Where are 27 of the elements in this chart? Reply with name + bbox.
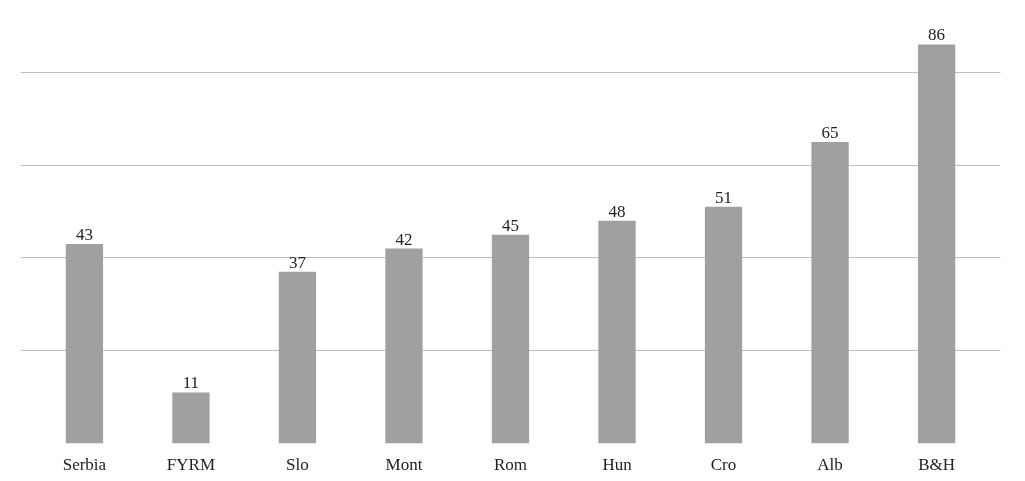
bar bbox=[385, 248, 423, 444]
data-label: 51 bbox=[715, 187, 733, 207]
x-tick-label: Cro bbox=[710, 454, 737, 474]
x-tick-label: Mont bbox=[385, 454, 423, 474]
data-label: 42 bbox=[395, 229, 413, 249]
x-tick-label: Rom bbox=[493, 454, 528, 474]
bar bbox=[65, 243, 104, 444]
data-label: 11 bbox=[182, 373, 200, 393]
x-tick-label: B&H bbox=[918, 454, 956, 474]
bar bbox=[704, 206, 743, 444]
x-tick-label: Alb bbox=[817, 454, 843, 474]
x-tick-label: Hun bbox=[602, 454, 633, 474]
data-label: 43 bbox=[75, 224, 93, 244]
data-label: 65 bbox=[821, 122, 839, 142]
data-label: 48 bbox=[608, 201, 626, 221]
x-tick-label: Serbia bbox=[62, 454, 107, 474]
bar bbox=[811, 141, 849, 444]
data-label: 45 bbox=[502, 215, 519, 235]
bar bbox=[917, 44, 956, 444]
data-label: 37 bbox=[288, 252, 307, 272]
bar bbox=[598, 220, 636, 444]
x-tick-label: FYRM bbox=[166, 454, 216, 474]
data-label: 86 bbox=[928, 25, 946, 45]
bar bbox=[491, 234, 530, 444]
x-tick-label: Slo bbox=[286, 454, 309, 474]
bar bbox=[172, 392, 210, 444]
bar bbox=[278, 271, 317, 444]
